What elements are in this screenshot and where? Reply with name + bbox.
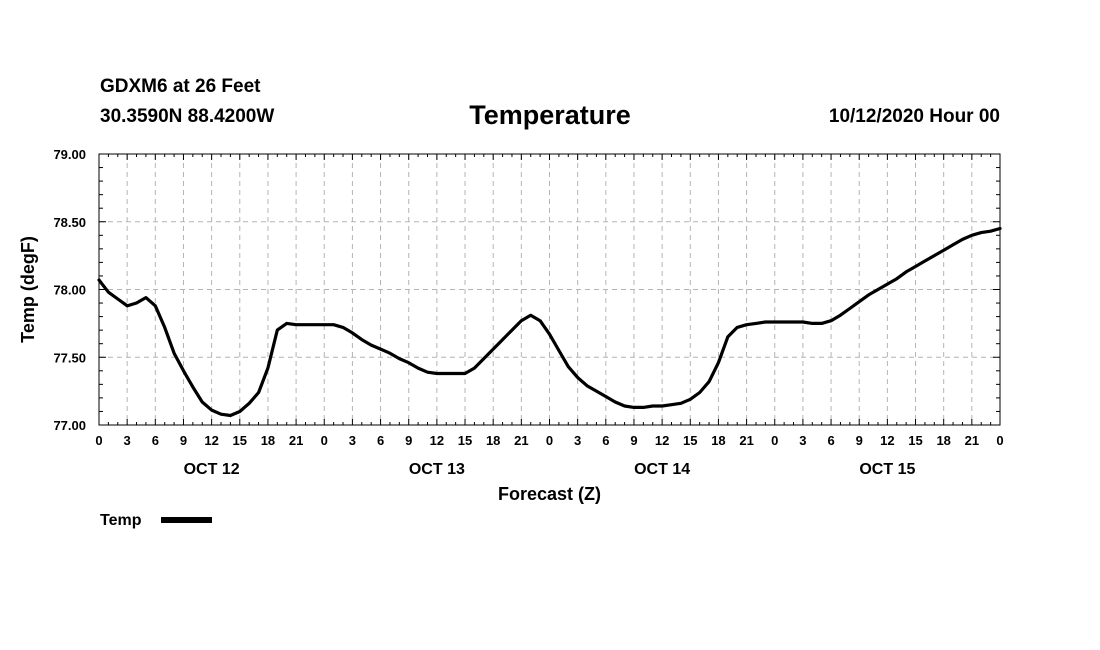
x-tick-label: 12 [880,433,894,448]
x-tick-label: 6 [827,433,834,448]
legend-label-temp: Temp [100,512,142,529]
series-layer [97,226,1002,418]
y-tick-label: 77.50 [53,350,86,365]
day-label: OCT 13 [409,461,465,478]
x-tick-label: 12 [430,433,444,448]
x-tick-label: 3 [349,433,356,448]
x-tick-label: 3 [799,433,806,448]
coordinates-label: 30.3590N 88.4200W [100,106,275,127]
x-tick-label: 15 [233,433,247,448]
x-tick-label: 6 [377,433,384,448]
x-tick-label: 9 [856,433,863,448]
x-tick-label: 12 [655,433,669,448]
x-tick-label: 18 [486,433,500,448]
x-tick-label: 0 [771,433,778,448]
x-tick-label: 21 [965,433,979,448]
x-tick-label: 21 [514,433,528,448]
x-tick-label: 6 [152,433,159,448]
x-tick-label: 18 [711,433,725,448]
x-tick-label: 6 [602,433,609,448]
y-tick-label: 78.00 [53,283,86,298]
plot-frame [98,153,1001,426]
x-tick-label: 0 [546,433,553,448]
x-tick-label: 21 [289,433,303,448]
legend: Temp [100,512,212,529]
x-tick-label: 18 [936,433,950,448]
x-tick-label: 21 [739,433,753,448]
series-line-temp [97,226,1002,418]
y-axis-label: Temp (degF) [18,236,38,343]
x-tick-label: 9 [630,433,637,448]
x-tick-label: 0 [996,433,1003,448]
run-time-label: 10/12/2020 Hour 00 [828,106,1000,127]
x-tick-label: 3 [124,433,131,448]
y-tick-label: 77.00 [53,418,86,433]
x-tick-label: 18 [261,433,275,448]
grid-lines [99,154,1000,425]
x-axis-label: Forecast (Z) [498,484,601,504]
x-tick-label: 15 [908,433,922,448]
axis-labels: 0 3 6 9 12 15 18 21 0 3 6 9 12 15 18 21 0 3 6 9 12 15 18 21 0 3 6 9… [53,147,1003,478]
y-tick-label: 78.50 [53,215,86,230]
day-label: OCT 12 [184,461,240,478]
day-label: OCT 15 [859,461,915,478]
station-label: GDXM6 at 26 Feet [100,76,261,97]
x-tick-label: 0 [95,433,102,448]
y-tick-label: 79.00 [53,147,86,162]
x-tick-label: 0 [321,433,328,448]
x-tick-label: 9 [405,433,412,448]
chart-title: Temperature [469,100,631,130]
x-tick-label: 15 [458,433,472,448]
x-tick-label: 3 [574,433,581,448]
x-tick-label: 15 [683,433,697,448]
day-label: OCT 14 [634,461,690,478]
x-tick-label: 9 [180,433,187,448]
x-tick-label: 12 [204,433,218,448]
